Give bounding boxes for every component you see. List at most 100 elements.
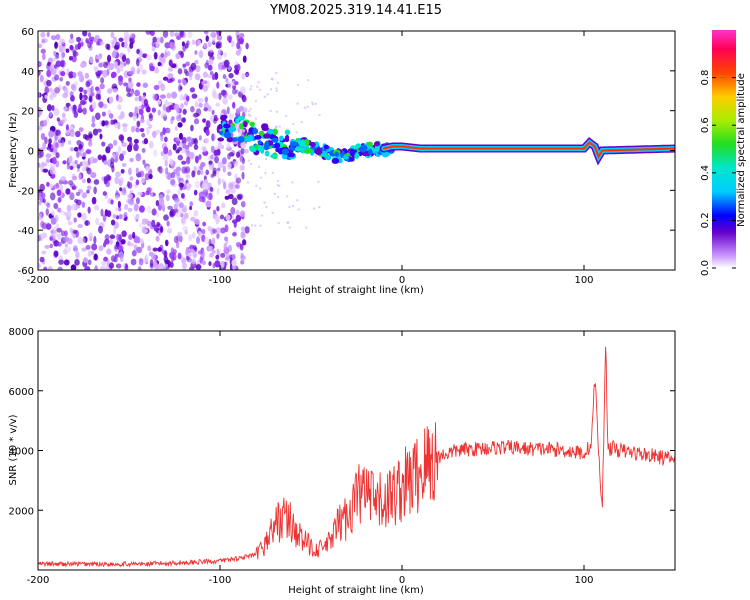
noise-point <box>139 118 145 124</box>
noise-point <box>88 232 93 240</box>
noise-point <box>275 71 278 75</box>
noise-point <box>212 93 219 100</box>
noise-point <box>139 222 143 228</box>
noise-point <box>246 73 249 77</box>
noise-point <box>205 129 210 137</box>
y-tick-label: -40 <box>18 226 34 237</box>
noise-point <box>123 212 128 218</box>
noise-point <box>153 51 158 60</box>
noise-point <box>146 126 150 135</box>
noise-point <box>54 74 60 81</box>
noise-point <box>202 146 207 153</box>
noise-point <box>206 74 213 79</box>
noise-point <box>151 107 156 113</box>
noise-point <box>127 193 133 200</box>
noise-point <box>219 214 225 220</box>
noise-point <box>212 209 217 215</box>
noise-point <box>242 96 247 102</box>
noise-point <box>114 176 120 185</box>
noise-point <box>191 93 198 99</box>
noise-point <box>296 83 300 87</box>
noise-point <box>171 91 178 99</box>
noise-point <box>121 142 127 148</box>
noise-point <box>95 112 101 120</box>
noise-point <box>110 255 116 263</box>
noise-point <box>137 191 143 196</box>
noise-point <box>50 35 57 41</box>
noise-point <box>85 149 92 155</box>
noise-point <box>254 224 257 227</box>
noise-point <box>148 124 152 129</box>
y-tick-label: 0 <box>28 147 34 158</box>
noise-point <box>166 220 170 227</box>
noise-point <box>101 111 106 117</box>
noise-point <box>141 218 148 225</box>
noise-point <box>273 192 277 195</box>
ridge-blob <box>263 133 271 139</box>
noise-point <box>119 255 124 263</box>
noise-point <box>74 259 80 266</box>
noise-point <box>180 51 184 59</box>
noise-point <box>60 210 66 215</box>
noise-point <box>178 132 183 140</box>
noise-point <box>234 184 240 189</box>
noise-point <box>182 108 187 115</box>
noise-point <box>139 128 145 133</box>
noise-point <box>205 169 210 176</box>
noise-point <box>46 181 50 187</box>
noise-point <box>111 50 117 58</box>
noise-point <box>212 37 216 44</box>
noise-point <box>161 204 166 212</box>
noise-point <box>97 154 103 161</box>
noise-point <box>48 130 54 138</box>
noise-point <box>57 266 63 270</box>
noise-point <box>176 114 182 122</box>
noise-point <box>78 103 82 112</box>
noise-point <box>269 88 273 91</box>
noise-point <box>237 194 243 201</box>
noise-point <box>150 191 154 197</box>
noise-point <box>291 204 295 208</box>
noise-point <box>222 165 227 173</box>
noise-point <box>60 60 65 66</box>
noise-point <box>93 253 98 261</box>
noise-point <box>127 46 131 53</box>
noise-point <box>198 135 202 141</box>
ridge-blob <box>223 123 231 129</box>
noise-point <box>110 31 115 39</box>
noise-point <box>222 52 227 58</box>
noise-point <box>73 110 79 118</box>
noise-point <box>38 147 41 156</box>
noise-point <box>260 214 264 217</box>
noise-point <box>128 70 134 75</box>
noise-point <box>177 83 182 92</box>
noise-point <box>109 234 116 240</box>
noise-point <box>129 42 134 49</box>
noise-point <box>232 232 237 237</box>
x-tick-label: 0 <box>399 575 405 586</box>
noise-point <box>117 145 122 153</box>
noise-point <box>137 266 142 270</box>
noise-point <box>192 112 199 118</box>
noise-point <box>297 208 301 211</box>
noise-point <box>146 54 152 61</box>
noise-point <box>51 156 57 165</box>
noise-point <box>249 107 252 111</box>
noise-point <box>102 191 108 196</box>
noise-point <box>210 31 217 38</box>
noise-point <box>83 257 89 264</box>
noise-point <box>177 147 182 152</box>
ridge-blob <box>331 157 340 164</box>
noise-point <box>164 159 168 167</box>
noise-point <box>91 101 97 110</box>
ridge-blob <box>223 131 232 139</box>
noise-point <box>128 77 132 83</box>
noise-point <box>40 31 46 38</box>
noise-point <box>167 205 173 210</box>
noise-point <box>198 50 204 59</box>
noise-point <box>181 217 186 224</box>
noise-point <box>117 95 123 104</box>
noise-point <box>125 34 131 39</box>
noise-point <box>106 248 112 255</box>
